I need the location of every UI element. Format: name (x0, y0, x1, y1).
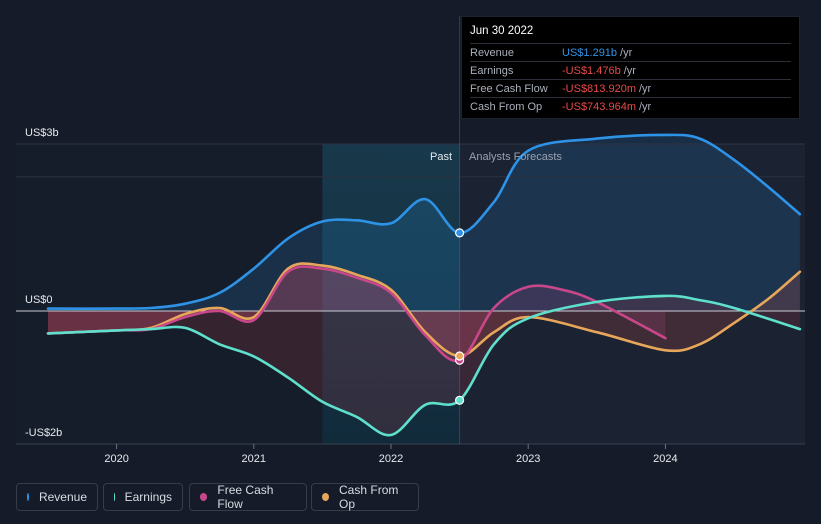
series-line-earnings (46, 294, 802, 437)
legend-free-cash-flow[interactable]: Free Cash Flow (189, 483, 307, 511)
legend-label: Cash From Op (339, 483, 399, 511)
tooltip-label: Free Cash Flow (470, 82, 548, 95)
tooltip-value: US$1.291b (562, 46, 618, 59)
legend-label: Earnings (124, 490, 172, 504)
earnings-dot-icon (114, 493, 115, 501)
tooltip-date: Jun 30 2022 (470, 25, 534, 37)
tooltip-unit: /yr (623, 64, 636, 77)
forecast-region (459, 144, 805, 444)
legend-label: Revenue (38, 490, 87, 504)
cash-from-op-dot-icon (322, 493, 330, 501)
x-tick-label: 2023 (516, 453, 540, 465)
area-fills (48, 134, 800, 436)
legend-cash-from-op[interactable]: Cash From Op (311, 483, 419, 511)
tooltip-value: -US$1.476b (562, 64, 621, 77)
marker-revenue (455, 228, 465, 238)
chart-background (16, 144, 805, 444)
past-label: Past (430, 151, 453, 163)
series-line-free-cash-flow (46, 265, 667, 363)
legend-label: Free Cash Flow (217, 483, 274, 511)
cash-area (48, 263, 800, 356)
tooltip-value: -US$813.920m (562, 82, 636, 95)
hover-markers (455, 228, 465, 405)
tooltip-row-cash-from-op: Cash From Op -US$743.964m /yr (470, 97, 791, 115)
revenue-dot-icon (27, 493, 29, 501)
x-tick-label: 2021 (242, 453, 266, 465)
tooltip-unit: /yr (639, 100, 652, 113)
series-lines (46, 133, 802, 437)
y-tick-label-top: US$3b (25, 127, 59, 139)
series-line-cash-from-op (46, 262, 802, 358)
x-tick-label: 2020 (104, 453, 128, 465)
tooltip-row-free-cash-flow: Free Cash Flow -US$813.920m /yr (470, 79, 791, 97)
tooltip-label: Cash From Op (470, 100, 543, 113)
fcf-area (48, 266, 666, 361)
tooltip-row-earnings: Earnings -US$1.476b /yr (470, 61, 791, 79)
forecast-label: Analysts Forecasts (469, 151, 562, 163)
legend-earnings[interactable]: Earnings (103, 483, 183, 511)
tooltip-label: Revenue (470, 46, 515, 59)
data-tooltip: Jun 30 2022 Revenue US$1.291b /yr Earnin… (461, 16, 800, 119)
free-cash-flow-dot-icon (200, 493, 208, 501)
tooltip-row-revenue: Revenue US$1.291b /yr (470, 43, 791, 61)
y-tick-label-zero: US$0 (25, 294, 53, 306)
marker-cash-from-op (455, 351, 465, 361)
x-tick-label: 2022 (379, 453, 403, 465)
x-tick-label: 2024 (653, 453, 677, 465)
earnings-area (48, 295, 800, 436)
tooltip-unit: /yr (639, 82, 652, 95)
marker-earnings (455, 395, 465, 405)
tooltip-unit: /yr (620, 46, 633, 59)
revenue-area (48, 134, 800, 311)
x-axis-ticks: 2020 2021 2022 2023 2024 (104, 444, 678, 465)
tooltip-label: Earnings (470, 64, 514, 77)
series-line-revenue (46, 133, 802, 310)
legend-revenue[interactable]: Revenue (16, 483, 98, 511)
tooltip-value: -US$743.964m (562, 100, 636, 113)
gridlines (16, 16, 805, 445)
y-tick-label-bottom: -US$2b (25, 427, 63, 439)
